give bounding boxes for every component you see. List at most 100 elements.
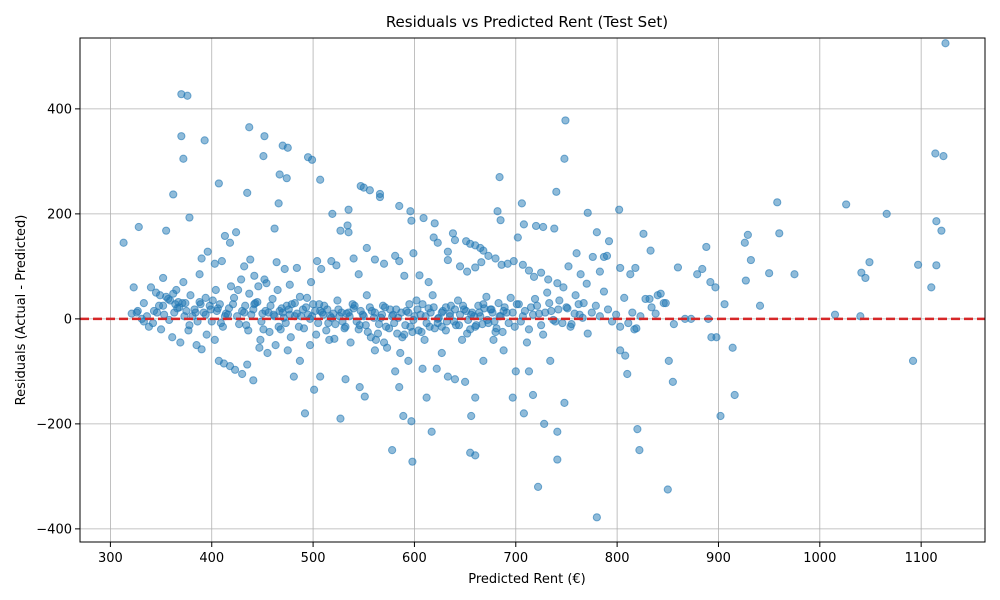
data-point <box>441 326 450 335</box>
data-point <box>537 268 546 277</box>
data-point <box>471 393 480 402</box>
data-point <box>249 376 258 385</box>
data-point <box>493 207 502 216</box>
data-point <box>531 221 541 231</box>
data-point <box>139 299 148 308</box>
data-point <box>282 301 291 310</box>
data-point <box>730 390 739 400</box>
data-point <box>560 154 569 163</box>
y-axis-label: Residuals (Actual - Predicted) <box>14 215 29 406</box>
data-point <box>181 299 190 308</box>
data-point <box>702 242 711 252</box>
data-point <box>588 252 597 262</box>
data-point <box>129 283 138 292</box>
data-point <box>322 326 331 335</box>
data-point <box>269 310 278 319</box>
data-point <box>632 324 641 333</box>
data-point <box>461 377 470 386</box>
data-point <box>574 300 583 309</box>
data-point <box>213 304 222 313</box>
data-point <box>830 310 840 319</box>
x-tick-label: 700 <box>503 551 528 566</box>
data-point <box>256 335 265 344</box>
data-point <box>240 262 249 271</box>
data-point <box>238 369 247 379</box>
data-point <box>537 321 546 330</box>
data-point <box>365 186 374 195</box>
data-point <box>119 238 128 247</box>
data-point <box>583 208 592 217</box>
data-point <box>524 325 534 334</box>
data-point <box>524 367 534 376</box>
data-point <box>395 383 404 392</box>
data-point <box>263 348 272 358</box>
data-point <box>712 333 721 342</box>
data-point <box>595 267 604 276</box>
data-point <box>927 283 936 292</box>
data-point <box>217 257 226 266</box>
data-point <box>336 226 345 235</box>
data-point <box>223 310 233 319</box>
data-point <box>367 306 376 316</box>
data-point <box>418 364 427 373</box>
data-point <box>134 222 143 232</box>
data-point <box>651 309 660 318</box>
data-point <box>190 305 199 314</box>
data-point <box>693 270 702 279</box>
data-point <box>243 188 252 197</box>
data-point <box>491 327 500 337</box>
data-point <box>393 329 402 338</box>
x-tick-label: 800 <box>605 551 630 566</box>
data-point <box>344 228 353 237</box>
data-point <box>755 301 765 310</box>
data-point <box>208 296 217 305</box>
data-point <box>334 305 343 314</box>
data-point <box>233 285 243 295</box>
data-point <box>316 175 325 184</box>
data-point <box>286 333 295 342</box>
data-point <box>371 335 381 344</box>
data-point <box>397 308 406 317</box>
data-point <box>226 282 236 291</box>
data-point <box>307 155 317 164</box>
data-point <box>455 262 465 271</box>
data-point <box>621 351 630 360</box>
data-point <box>539 330 548 339</box>
data-point <box>477 258 486 267</box>
data-point <box>295 292 305 301</box>
data-point <box>554 305 563 314</box>
x-tick-label: 600 <box>402 551 427 566</box>
data-point <box>202 330 211 339</box>
data-point <box>540 419 549 428</box>
x-axis-label: Predicted Rent (€) <box>468 572 586 587</box>
data-point <box>591 301 600 310</box>
data-point <box>197 254 206 263</box>
data-point <box>268 294 277 304</box>
data-point <box>228 300 238 309</box>
data-point <box>340 324 349 333</box>
data-point <box>520 306 529 316</box>
data-point <box>487 305 496 314</box>
data-point <box>882 209 891 218</box>
data-point <box>388 446 397 455</box>
data-point <box>624 318 633 328</box>
data-point <box>545 299 554 308</box>
data-point <box>628 308 637 317</box>
data-point <box>458 301 468 310</box>
data-point <box>489 335 498 344</box>
data-point <box>519 220 528 229</box>
data-point <box>419 213 428 223</box>
data-point <box>396 348 405 358</box>
data-point <box>633 425 642 434</box>
data-point <box>669 320 678 329</box>
data-point <box>626 270 635 279</box>
y-tick-label: −400 <box>36 522 72 537</box>
data-point <box>641 294 650 304</box>
data-point <box>355 383 364 392</box>
data-point <box>214 179 223 188</box>
data-point <box>512 300 521 309</box>
data-point <box>427 427 436 436</box>
data-point <box>275 170 284 179</box>
data-point <box>479 300 488 309</box>
data-point <box>186 291 195 300</box>
